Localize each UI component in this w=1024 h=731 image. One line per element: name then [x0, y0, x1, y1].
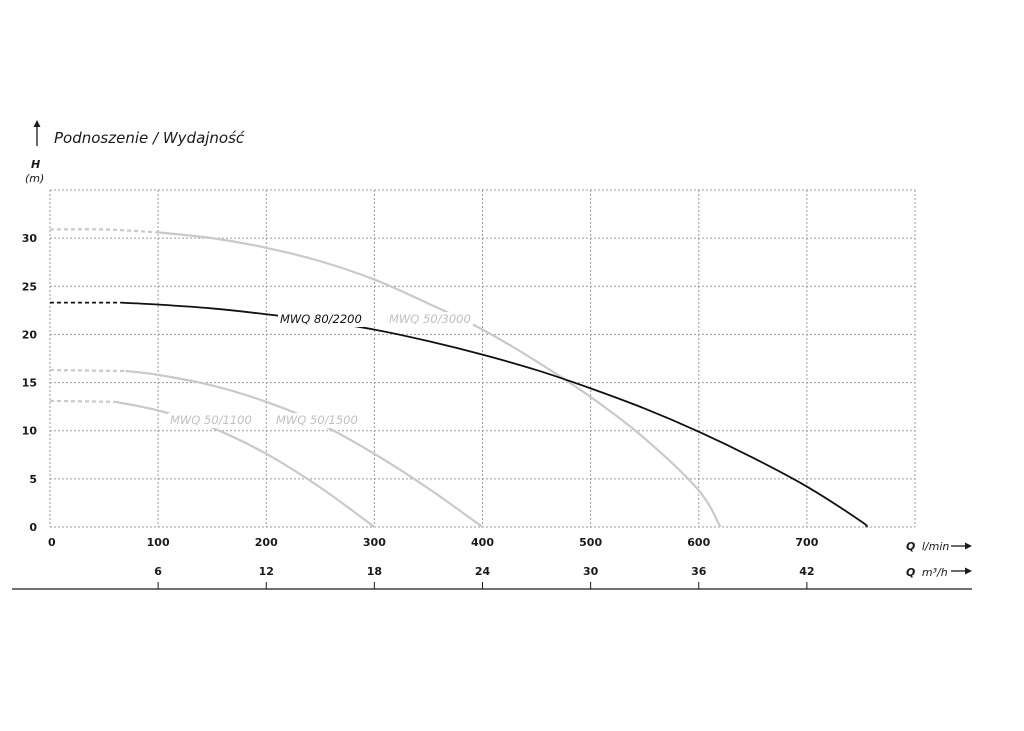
- series-label: MWQ 50/3000: [389, 312, 471, 326]
- y-tick-label: 10: [22, 425, 38, 438]
- secondary-x-axis-label: Q m³/h: [906, 566, 972, 579]
- x2-tick-label: 18: [367, 565, 382, 578]
- series-label: MWQ 50/1100: [170, 413, 252, 427]
- y-tick-label: 20: [22, 328, 38, 341]
- series-label-background: [168, 413, 254, 428]
- y-axis-label: H: [31, 158, 40, 171]
- x-axis-label: Q l/min: [906, 540, 972, 553]
- series-label: MWQ 50/1500: [276, 413, 358, 427]
- series-line-mwq-50-3000-dashed: [49, 228, 159, 234]
- y-tick-label: 15: [22, 377, 37, 390]
- series-line-mwq-50-1500: [125, 369, 484, 528]
- y-tick-label: 30: [22, 232, 38, 245]
- x-tick-label: 600: [687, 536, 710, 549]
- x-tick-labels: 0 100 200 300 400 500 600 700: [48, 536, 819, 549]
- secondary-x-tick-labels: 6 12 18 24 30 36 42: [154, 565, 815, 589]
- series-label-background: [278, 312, 364, 327]
- up-arrow-icon: [33, 120, 41, 146]
- x2-tick-label: 6: [154, 565, 162, 578]
- series-line-mwq-50-1100-dashed: [49, 399, 115, 403]
- y-tick-label: 5: [29, 473, 37, 486]
- series-label-background: [387, 312, 473, 327]
- series-line-mwq-50-3000: [158, 231, 722, 528]
- svg-text:Q m³/h: Q m³/h: [906, 566, 948, 579]
- x-tick-label: 500: [579, 536, 602, 549]
- series-lines: [49, 228, 868, 528]
- x2-tick-label: 30: [583, 565, 599, 578]
- series-line-mwq-80-2200: [120, 301, 868, 528]
- x2-axis-q: Q: [906, 566, 915, 579]
- x2-tick-label: 24: [475, 565, 491, 578]
- grid: [49, 189, 916, 528]
- x-tick-label: 700: [795, 536, 818, 549]
- x2-tick-label: 12: [259, 565, 274, 578]
- series-labels: MWQ 50/3000 MWQ 80/2200 MWQ 50/1500 MWQ 50/…: [168, 312, 473, 428]
- y-tick-label: 0: [29, 521, 37, 534]
- x-tick-label: 300: [363, 536, 386, 549]
- x2-tick-label: 36: [691, 565, 707, 578]
- svg-text:Q l/min: Q l/min: [906, 540, 949, 553]
- y-tick-labels: 0 5 10 15 20 25 30: [22, 232, 38, 534]
- y-axis-unit: (m): [25, 172, 44, 185]
- x-tick-label: 100: [147, 536, 170, 549]
- y-tick-label: 25: [22, 280, 37, 293]
- right-arrow-icon: [951, 542, 972, 550]
- x2-tick-label: 42: [799, 565, 814, 578]
- x-axis-unit: l/min: [922, 540, 950, 553]
- x-tick-label: 400: [471, 536, 494, 549]
- series-line-mwq-50-1500-dashed: [49, 368, 126, 373]
- x-axis-q: Q: [906, 540, 915, 553]
- right-arrow-icon: [951, 567, 972, 575]
- series-label-background: [274, 413, 360, 428]
- x-tick-label: 200: [255, 536, 278, 549]
- x-tick-label: 0: [48, 536, 56, 549]
- series-line-mwq-50-1100: [114, 400, 376, 528]
- x2-axis-unit: m³/h: [922, 566, 948, 579]
- chart-title: Podnoszenie / Wydajność: [54, 129, 245, 147]
- series-label: MWQ 80/2200: [280, 312, 362, 326]
